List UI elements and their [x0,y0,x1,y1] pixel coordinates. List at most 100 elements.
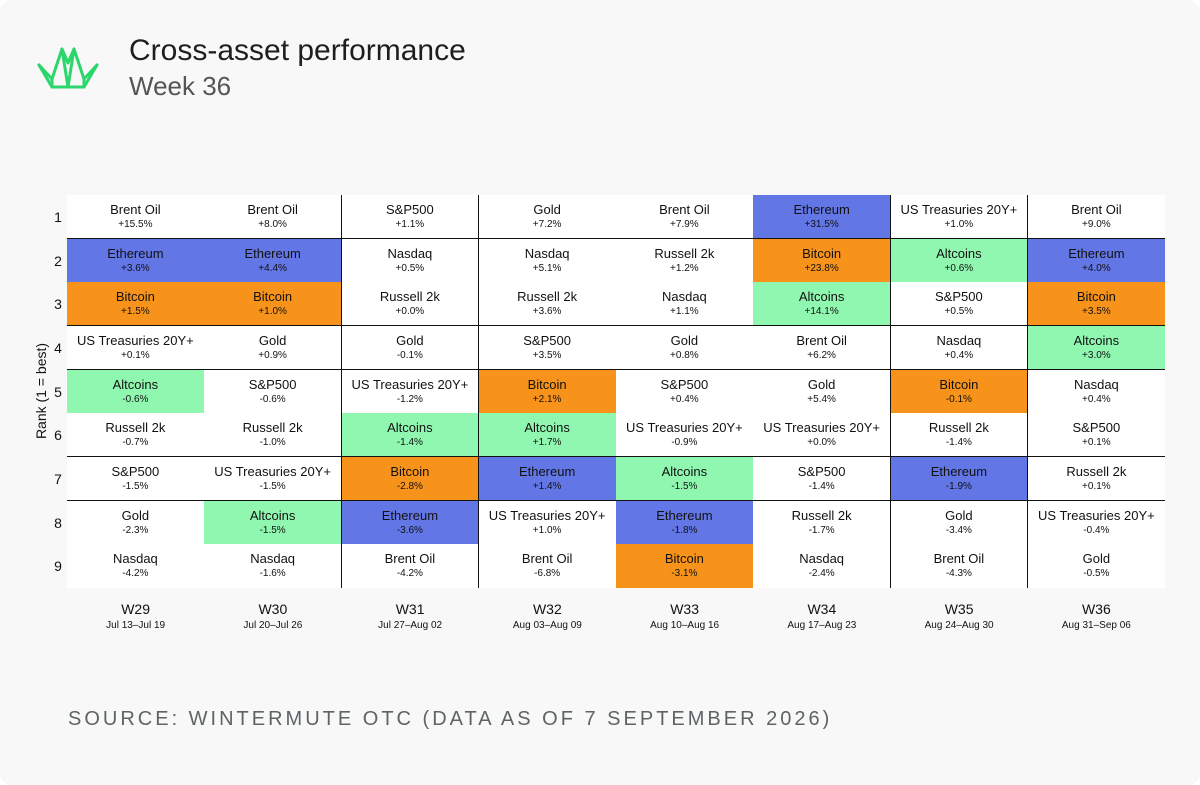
asset-name: US Treasuries 20Y+ [900,202,1018,217]
table-cell: Nasdaq -2.4% [753,544,891,588]
asset-name: US Treasuries 20Y+ [626,420,743,436]
week-date-range: Aug 10–Aug 16 [650,620,720,631]
asset-return: +1.0% [944,219,974,230]
asset-return: +1.0% [258,306,287,318]
table-cell: Brent Oil +8.0% [204,195,342,240]
asset-return: -0.4% [1083,524,1110,536]
table-cell: Altcoins +0.6% [890,238,1029,283]
table-cell: US Treasuries 20Y+ +1.0% [890,195,1029,240]
rank-label: 5 [54,383,62,400]
asset-return: +2.1% [532,393,562,405]
asset-return: +1.0% [532,524,562,536]
asset-name: S&P500 [111,464,160,479]
asset-return: -0.6% [259,393,286,405]
table-cell: Nasdaq +0.4% [890,326,1029,371]
table-cell: S&P500 +1.1% [341,195,480,240]
asset-return: +0.8% [670,350,699,361]
table-cell: Russell 2k +0.0% [341,282,480,327]
asset-name: Ethereum [518,464,576,479]
asset-name: Russell 2k [1066,464,1127,479]
table-cell: S&P500 -0.6% [204,369,342,414]
week-label: W36 Aug 31–Sep 06 [1028,601,1165,632]
table-cell: Nasdaq +0.4% [1027,369,1165,414]
asset-name: Ethereum [107,245,164,261]
asset-return: +0.0% [395,306,425,318]
table-cell: Ethereum -3.6% [341,500,480,545]
asset-return: -1.5% [671,481,698,492]
table-cell: Ethereum -1.8% [616,500,754,545]
table-cell: Russell 2k -1.0% [204,413,342,458]
week-label: W30 Jul 20–Jul 26 [204,601,341,632]
table-cell: Gold +0.8% [616,326,754,371]
asset-return: -3.4% [945,524,972,536]
table-cell: Brent Oil +15.5% [67,195,205,240]
asset-name: Nasdaq [936,333,982,348]
rank-label: 8 [54,514,62,531]
asset-return: +3.6% [121,262,150,274]
asset-name: Brent Oil [110,202,161,217]
asset-return: +23.8% [804,262,839,274]
table-cell: S&P500 +0.4% [616,369,754,414]
ranking-table: Brent Oil +15.5% Ethereum +3.6% Bitcoin +1.5%… [67,195,1165,588]
asset-return: +3.5% [1082,306,1111,318]
asset-return: +5.4% [807,393,836,405]
asset-name: S&P500 [797,464,846,479]
rank-label: 3 [54,296,62,313]
asset-return: +0.1% [121,350,150,361]
table-cell: Brent Oil -4.2% [341,544,480,588]
week-label: W31 Jul 27–Aug 02 [342,601,479,632]
asset-return: +15.5% [118,219,153,230]
asset-return: -0.6% [122,393,149,405]
asset-return: +7.9% [670,219,699,230]
table-cell: US Treasuries 20Y+ -0.4% [1027,500,1165,545]
week-number: W33 [670,601,700,617]
asset-name: Brent Oil [933,551,985,567]
asset-return: -3.6% [396,524,423,536]
asset-name: Nasdaq [387,245,433,261]
rank-label: 4 [54,339,62,356]
asset-name: Ethereum [930,464,988,479]
asset-name: Altcoins [798,289,845,305]
asset-return: -6.8% [534,568,561,580]
table-cell: Brent Oil +9.0% [1027,195,1165,240]
asset-return: +3.5% [532,350,562,361]
table-cell: Ethereum +3.6% [67,238,205,283]
asset-name: Bitcoin [390,464,430,479]
table-cell: Bitcoin +23.8% [753,238,891,283]
asset-return: -1.5% [259,524,286,536]
asset-return: -1.4% [945,437,972,449]
asset-name: Altcoins [661,464,708,479]
table-cell: Gold -0.5% [1027,544,1165,588]
asset-name: Bitcoin [115,289,155,305]
asset-return: -0.7% [122,437,149,449]
asset-return: +4.4% [258,262,287,274]
week-label: W34 Aug 17–Aug 23 [753,601,890,632]
asset-return: -1.5% [122,481,149,492]
table-cell: Gold -0.1% [341,326,480,371]
asset-name: Russell 2k [928,420,989,436]
table-cell: Ethereum +31.5% [753,195,891,240]
asset-name: Ethereum [244,245,301,261]
table-cell: Nasdaq +1.1% [616,282,754,327]
asset-return: +6.2% [807,350,836,361]
table-cell: Nasdaq -1.6% [204,544,342,588]
week-date-range: Jul 20–Jul 26 [243,620,303,631]
asset-name: Russell 2k [379,289,440,305]
week-number: W31 [395,601,425,617]
table-cell: Brent Oil -6.8% [478,544,617,588]
asset-return: +1.7% [532,437,562,449]
asset-name: Nasdaq [661,289,707,305]
asset-name: Gold [945,507,973,523]
week-number: W35 [944,601,974,617]
asset-return: +0.4% [1082,393,1111,405]
table-cell: Brent Oil +6.2% [753,326,891,371]
asset-name: S&P500 [660,376,709,392]
table-cell: US Treasuries 20Y+ -1.2% [341,369,480,414]
asset-return: +1.1% [670,306,699,318]
asset-name: Ethereum [793,202,850,217]
asset-name: Altcoins [524,420,570,436]
asset-name: Brent Oil [1071,202,1122,217]
asset-name: Russell 2k [791,507,852,523]
week-label: W32 Aug 03–Aug 09 [479,601,616,632]
asset-name: Bitcoin [802,245,842,261]
